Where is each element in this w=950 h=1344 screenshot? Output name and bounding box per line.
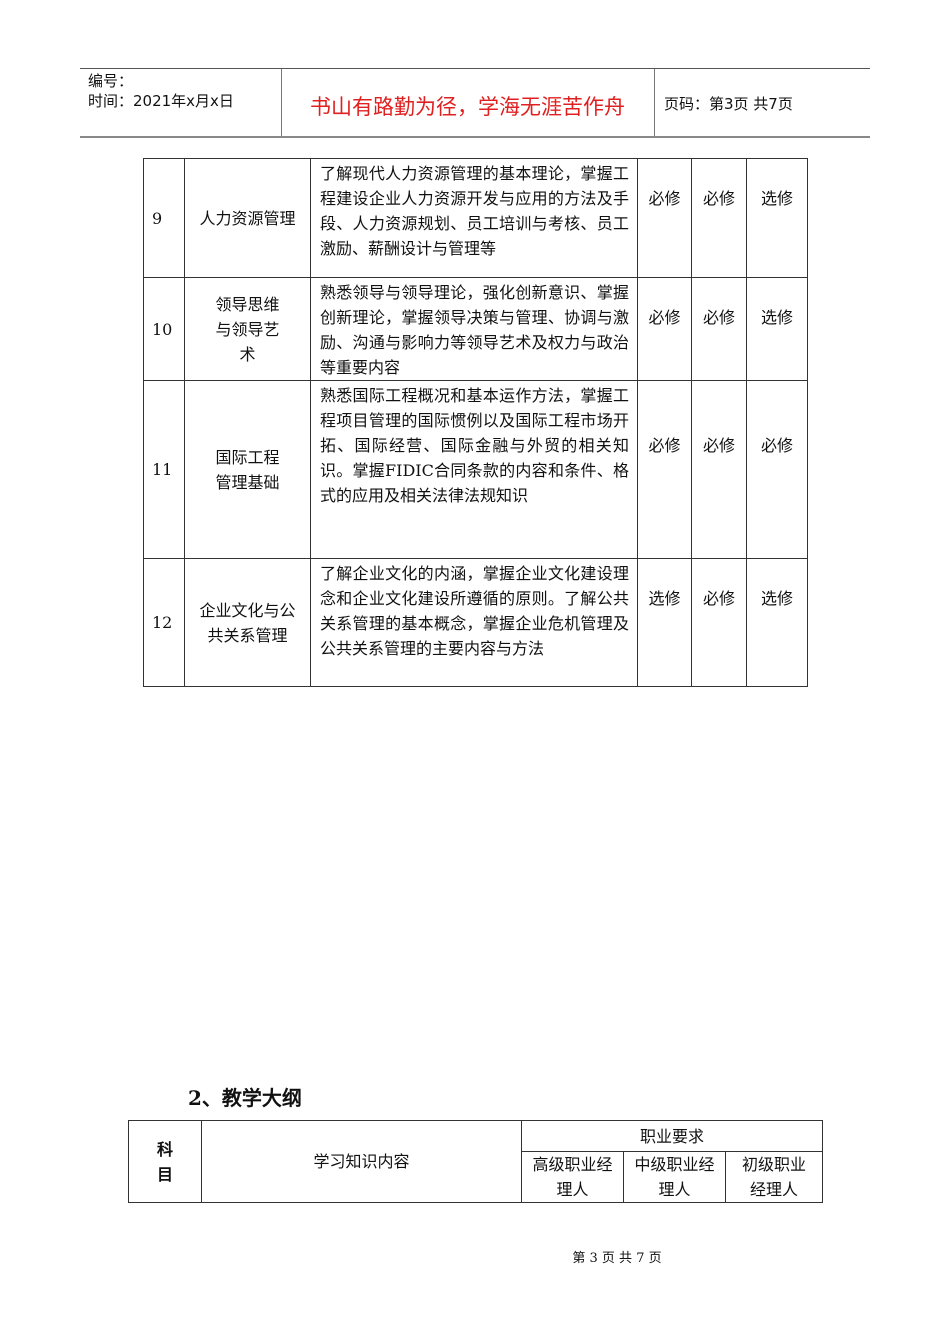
header-content: 学习知识内容 <box>201 1120 522 1203</box>
middle-requirement: 必修 <box>691 558 747 687</box>
senior-requirement: 必修 <box>637 158 692 278</box>
course-description: 熟悉领导与领导理论，强化创新意识、掌握创新理论，掌握领导决策与管理、协调与激励、… <box>310 277 638 381</box>
divider <box>654 69 655 136</box>
junior-requirement: 选修 <box>746 277 808 381</box>
time-label: 时间：2021年x月x日 <box>88 92 234 110</box>
divider <box>281 69 282 136</box>
middle-requirement: 必修 <box>691 380 747 559</box>
senior-requirement: 必修 <box>637 277 692 381</box>
number-label: 编号： <box>88 72 134 90</box>
course-number: 12 <box>143 558 185 687</box>
header-subject: 科目 <box>128 1120 202 1203</box>
header-junior: 初级职业经理人 <box>725 1151 823 1203</box>
course-number: 11 <box>143 380 185 559</box>
junior-requirement: 选修 <box>746 158 808 278</box>
senior-requirement: 选修 <box>637 558 692 687</box>
header-middle: 中级职业经理人 <box>623 1151 726 1203</box>
table-row: 11 国际工程管理基础 熟悉国际工程概况和基本运作方法，掌握工程项目管理的国际惯例以… <box>143 380 808 559</box>
course-number: 9 <box>143 158 185 278</box>
header-senior: 高级职业经理人 <box>521 1151 624 1203</box>
page-header: 编号： 时间：2021年x月x日 书山有路勤为径，学海无涯苦作舟 页码：第3页 … <box>80 68 870 138</box>
middle-requirement: 必修 <box>691 277 747 381</box>
course-name: 企业文化与公共关系管理 <box>184 558 311 687</box>
course-description: 了解企业文化的内涵，掌握企业文化建设理念和企业文化建设所遵循的原则。了解公共关系… <box>310 558 638 687</box>
page-footer: 第 3 页 共 7 页 <box>572 1251 662 1266</box>
course-description: 熟悉国际工程概况和基本运作方法，掌握工程项目管理的国际惯例以及国际工程市场开拓、… <box>310 380 638 559</box>
header-requirements: 职业要求 <box>521 1120 823 1152</box>
motto: 书山有路勤为径，学海无涯苦作舟 <box>310 95 625 119</box>
table-row: 10 领导思维与领导艺术 熟悉领导与领导理论，强化创新意识、掌握创新理论，掌握领导决… <box>143 277 808 381</box>
course-number: 10 <box>143 277 185 381</box>
junior-requirement: 选修 <box>746 558 808 687</box>
course-description: 了解现代人力资源管理的基本理论，掌握工程建设企业人力资源开发与应用的方法及手段、… <box>310 158 638 278</box>
junior-requirement: 必修 <box>746 380 808 559</box>
syllabus-table: 科目 学习知识内容 职业要求 高级职业经理人 中级职业经理人 初级职业经理人 <box>128 1120 823 1203</box>
course-table: 9 人力资源管理 了解现代人力资源管理的基本理论，掌握工程建设企业人力资源开发与应用… <box>143 158 808 687</box>
course-name: 国际工程管理基础 <box>184 380 311 559</box>
table-row: 9 人力资源管理 了解现代人力资源管理的基本理论，掌握工程建设企业人力资源开发与应用… <box>143 158 808 278</box>
course-name: 领导思维与领导艺术 <box>184 277 311 381</box>
section-title: 2、教学大纲 <box>188 1086 302 1110</box>
page-label: 页码：第3页 共7页 <box>664 95 793 113</box>
course-name: 人力资源管理 <box>184 158 311 278</box>
senior-requirement: 必修 <box>637 380 692 559</box>
table-row: 12 企业文化与公共关系管理 了解企业文化的内涵，掌握企业文化建设理念和企业文化建设… <box>143 558 808 687</box>
middle-requirement: 必修 <box>691 158 747 278</box>
